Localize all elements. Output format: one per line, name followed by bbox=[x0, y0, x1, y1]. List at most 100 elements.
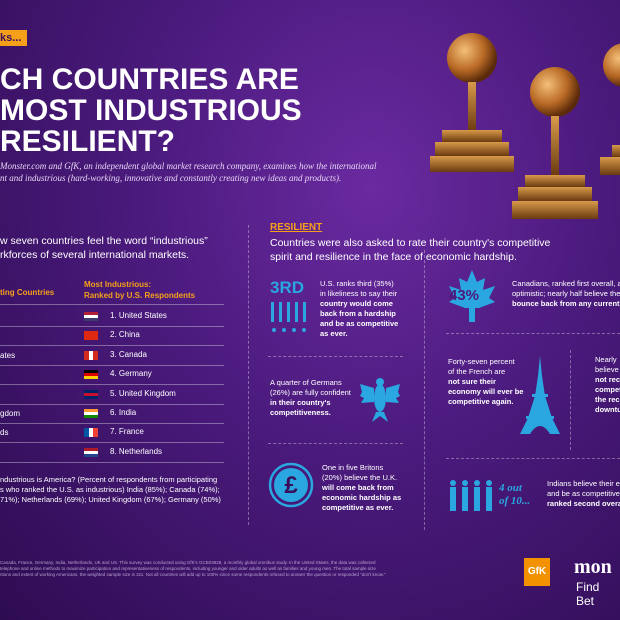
row-rule bbox=[0, 423, 224, 424]
flag-stripe bbox=[84, 315, 98, 318]
text-line: rtions and extent of working Americans, … bbox=[0, 572, 386, 577]
flag-stripe bbox=[84, 392, 98, 396]
text-line: in likeliness to say their bbox=[320, 289, 398, 298]
intro: w seven countries feel the word “industr… bbox=[0, 234, 208, 262]
text-line: Nearly bbox=[595, 355, 617, 364]
flag-stripe bbox=[84, 412, 98, 415]
eiffel-icon bbox=[520, 356, 560, 434]
flag bbox=[84, 409, 98, 418]
percent-badge: 43% bbox=[449, 287, 480, 304]
text-line: will come back from bbox=[322, 483, 394, 492]
text-line: 4 out bbox=[499, 482, 522, 494]
text-line: believe bbox=[595, 365, 619, 374]
people-icon bbox=[450, 480, 492, 511]
text-line: economic hardship as bbox=[322, 493, 402, 502]
text-line: of 10... bbox=[499, 495, 531, 507]
text-line: w seven countries feel the word “industr… bbox=[0, 235, 208, 247]
maple-icon bbox=[449, 270, 495, 322]
column-header: Most Industrious: Ranked by U.S. Responde… bbox=[84, 279, 195, 301]
text-line: optimistic; nearly half believe the bbox=[512, 289, 620, 298]
text-line: Countries were also asked to rate their … bbox=[270, 237, 551, 249]
trophy-illustration bbox=[430, 33, 620, 219]
text-line: ranked second overall bbox=[547, 499, 620, 508]
flag-stripe bbox=[84, 318, 98, 321]
flag-stripe bbox=[84, 331, 98, 335]
section-intro: Countries were also asked to rate their … bbox=[270, 236, 550, 264]
text-line: Indians believe their e bbox=[547, 479, 620, 488]
column-header: ting Countries bbox=[0, 288, 55, 297]
row-rule bbox=[0, 364, 224, 366]
country-fragment: ds bbox=[0, 428, 9, 437]
text-line: country would come bbox=[320, 299, 393, 308]
rank-badge: 3RD bbox=[270, 278, 305, 297]
flag-stripe bbox=[84, 312, 98, 315]
text-line: s who ranked the U.S. as industrious) In… bbox=[0, 485, 220, 494]
monster-logo: mon bbox=[574, 556, 612, 578]
text-line: competitiveness. bbox=[270, 408, 331, 417]
flag-stripe bbox=[88, 350, 94, 360]
ranking-row: 7. France bbox=[110, 427, 144, 437]
text-line: MOST INDUSTRIOUS bbox=[0, 94, 302, 127]
text-line: Most Industrious: bbox=[84, 280, 152, 289]
text-line: telephone and online methods to maximize… bbox=[0, 566, 376, 571]
ranking-row: 3. Canada bbox=[110, 349, 147, 359]
flag-stripe bbox=[93, 350, 99, 360]
text-line: (20%) believe the U.K. bbox=[322, 473, 398, 482]
text-line: A quarter of Germans bbox=[270, 378, 342, 387]
flag bbox=[84, 350, 99, 360]
eagle-icon bbox=[360, 378, 400, 422]
flag-stripe bbox=[84, 450, 98, 454]
text-line: U.S. ranks third (35%) bbox=[320, 279, 394, 288]
row-rule bbox=[0, 442, 224, 444]
flag bbox=[84, 447, 98, 457]
us-stat: U.S. ranks third (35%) in likeliness to s… bbox=[320, 279, 398, 339]
india-stat: Indians believe their e and be as competi… bbox=[547, 479, 620, 509]
flag bbox=[84, 370, 98, 380]
text-line: bounce back from any current e bbox=[512, 299, 620, 308]
france-stat: Forty-seven percent of the French are not … bbox=[448, 357, 523, 407]
text-line: not rec bbox=[595, 375, 620, 384]
text-line: Forty-seven percent bbox=[448, 357, 515, 366]
ranking-row: 8. Netherlands bbox=[110, 446, 163, 456]
text-line: back from a hardship bbox=[320, 309, 396, 318]
flag-stripe bbox=[84, 395, 98, 399]
ranking-row: 5. United Kingdom bbox=[110, 388, 176, 398]
section-heading: RESILIENT bbox=[270, 222, 323, 233]
text-line: not sure their bbox=[448, 377, 496, 386]
text-line: RESILIENT? bbox=[0, 125, 176, 158]
flag-stripe bbox=[84, 373, 98, 377]
ranking-row: 1. United States bbox=[110, 311, 167, 320]
title: CH COUNTRIES ARE MOST INDUSTRIOUS RESILIEN… bbox=[0, 64, 302, 157]
flag bbox=[84, 331, 98, 341]
flag-stripe bbox=[88, 428, 94, 438]
text-line: rkforces of several international market… bbox=[0, 249, 190, 261]
text-line: nt and industrious (hard-working, innova… bbox=[0, 173, 342, 183]
cropped-stat: Nearly believe not rec compet the rec downtu bbox=[595, 355, 620, 415]
flag-stripe bbox=[84, 370, 98, 374]
country-fragment: ates bbox=[0, 351, 16, 360]
text-line: and be as competitive bbox=[547, 489, 620, 498]
flag-stripe bbox=[84, 415, 98, 418]
flag-stripe bbox=[84, 428, 89, 438]
subtitle: Monster.com and GfK, an independent glob… bbox=[0, 160, 377, 184]
flag-stripe bbox=[84, 350, 89, 360]
canada-stat: Canadians, ranked first overall, a optimi… bbox=[512, 279, 620, 309]
tag: ks... bbox=[0, 30, 28, 46]
flag bbox=[84, 428, 99, 438]
row-rule bbox=[0, 304, 224, 305]
flag bbox=[84, 389, 98, 399]
ranking-row: 4. Germany bbox=[110, 369, 152, 379]
row-rule bbox=[0, 345, 224, 347]
flag-stripe bbox=[84, 389, 98, 393]
text-line: downtu bbox=[595, 405, 620, 414]
text-line: and be as competitive bbox=[320, 319, 399, 328]
ranking-row: 2. China bbox=[110, 330, 140, 340]
row-rule bbox=[0, 403, 224, 405]
flag-stripe bbox=[84, 337, 98, 341]
text-line: competitive again. bbox=[448, 397, 514, 406]
flag bbox=[84, 312, 98, 321]
pound-icon: £ bbox=[268, 462, 314, 508]
flag-stripe bbox=[84, 409, 98, 412]
row-rule bbox=[0, 384, 224, 386]
